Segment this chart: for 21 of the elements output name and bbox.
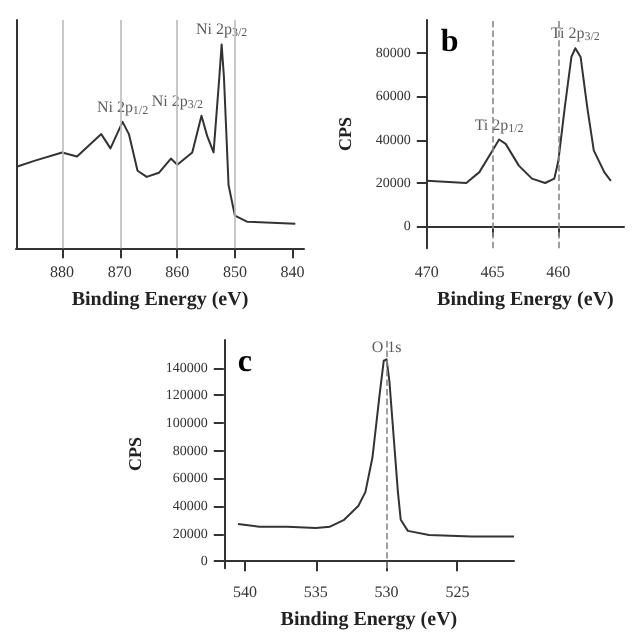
annotation: b (440, 25, 459, 59)
line-series (236, 358, 515, 538)
x-axis-title: Binding Energy (eV) (437, 289, 614, 311)
x-tick-label: 840 (280, 263, 305, 282)
annotation: c (237, 345, 253, 379)
x-tick-label: 540 (233, 583, 258, 602)
annotation: O 1s (371, 338, 402, 357)
y-axis-title: CPS (125, 437, 145, 472)
x-tick-label: 470 (414, 263, 439, 282)
x-tick-label: 460 (546, 263, 571, 282)
x-tick-label: 860 (165, 263, 190, 282)
y-axis-title: CPS (335, 117, 355, 152)
x-axis-title: Binding Energy (eV) (71, 289, 249, 311)
x-tick-label: 525 (445, 583, 470, 602)
x-tick-label: 530 (374, 583, 399, 602)
x-axis-title: Binding Energy (eV) (280, 609, 458, 631)
x-tick-label: 870 (107, 263, 132, 282)
x-tick-label: 535 (303, 583, 328, 602)
x-tick-label: 465 (480, 263, 505, 282)
x-tick-label: 850 (222, 263, 247, 282)
x-tick-label: 880 (50, 263, 75, 282)
